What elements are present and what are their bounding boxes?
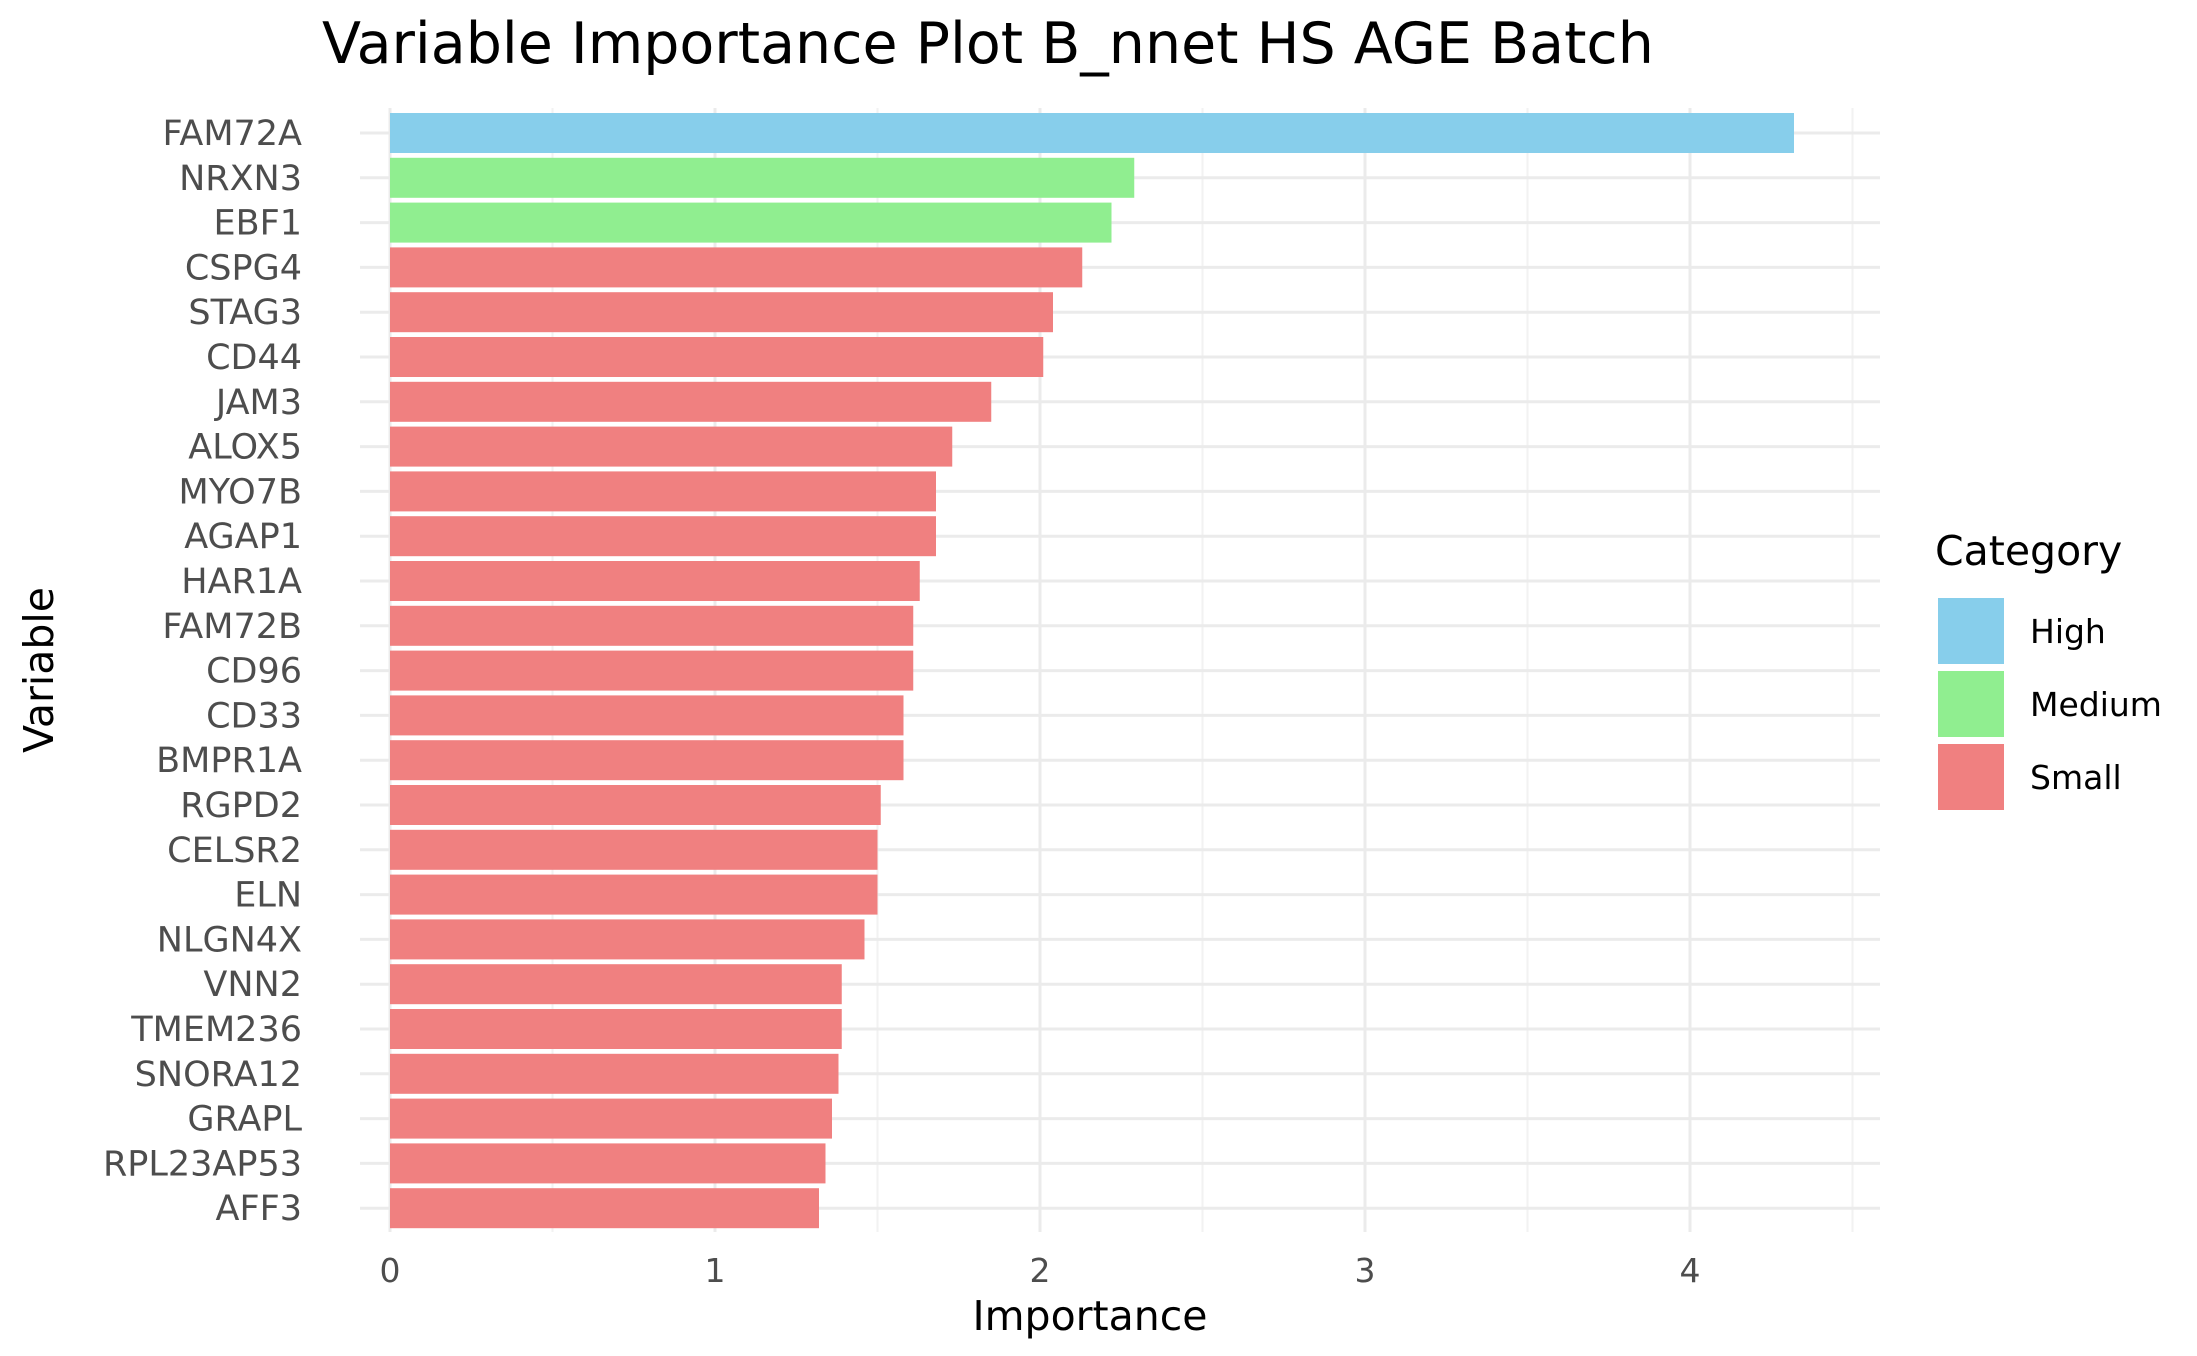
y-tick-label-tmem236: TMEM236 <box>130 1010 302 1050</box>
bar-cd44 <box>390 337 1044 377</box>
legend-key-high <box>1938 598 2004 664</box>
y-tick-label-nlgn4x: NLGN4X <box>157 920 302 960</box>
bar-nrxn3 <box>390 157 1135 198</box>
legend-key-small <box>1938 744 2004 810</box>
y-tick-label-cd44: CD44 <box>206 338 302 378</box>
bar-celsr2 <box>390 829 878 870</box>
y-tick-label-stag3: STAG3 <box>188 293 302 333</box>
y-tick-label-aff3: AFF3 <box>216 1189 302 1229</box>
y-tick-label-jam3: JAM3 <box>214 383 302 423</box>
bar-aff3 <box>390 1188 819 1229</box>
bar-myo7b <box>390 471 936 512</box>
x-tick-label: 1 <box>705 1251 726 1290</box>
bar-grapl <box>390 1098 832 1139</box>
x-tick-label: 3 <box>1355 1251 1376 1290</box>
x-tick-label: 2 <box>1030 1251 1051 1290</box>
legend-items: High Medium Small <box>1938 598 2162 810</box>
bars <box>390 113 1794 1229</box>
x-tick-label: 0 <box>380 1251 401 1290</box>
bar-agap1 <box>390 516 936 557</box>
bar-cspg4 <box>390 247 1083 288</box>
legend-label-small: Small <box>2030 758 2122 797</box>
legend-key-medium <box>1938 671 2004 737</box>
bar-vnn2 <box>390 964 842 1005</box>
y-tick-label-fam72b: FAM72B <box>162 607 302 647</box>
y-tick-label-bmpr1a: BMPR1A <box>156 741 302 781</box>
bar-alox5 <box>390 426 953 467</box>
y-tick-label-alox5: ALOX5 <box>188 428 302 468</box>
bar-snora12 <box>390 1053 839 1094</box>
bar-rgpd2 <box>390 785 881 825</box>
bar-har1a <box>390 561 920 601</box>
y-tick-label-cd96: CD96 <box>206 652 302 692</box>
x-axis-title: Importance <box>973 1292 1208 1340</box>
y-tick-label-snora12: SNORA12 <box>135 1055 302 1095</box>
y-tick-label-agap1: AGAP1 <box>184 517 302 557</box>
bar-rpl23ap53 <box>390 1143 826 1184</box>
bar-fam72a <box>390 113 1794 153</box>
y-tick-label-har1a: HAR1A <box>181 562 302 602</box>
y-tick-label-fam72a: FAM72A <box>162 114 302 154</box>
y-tick-label-ebf1: EBF1 <box>213 204 302 244</box>
y-tick-label-grapl: GRAPL <box>187 1100 302 1140</box>
y-tick-label-eln: ELN <box>234 876 302 916</box>
y-tick-label-cd33: CD33 <box>206 696 302 736</box>
bar-stag3 <box>390 292 1053 333</box>
chart-title: Variable Importance Plot B_nnet HS AGE B… <box>322 11 1654 77</box>
y-tick-label-vnn2: VNN2 <box>203 965 302 1005</box>
y-tick-label-nrxn3: NRXN3 <box>179 159 302 199</box>
y-tick-label-rpl23ap53: RPL23AP53 <box>103 1144 302 1184</box>
bar-bmpr1a <box>390 740 904 781</box>
x-axis-tick-labels: 0 1 2 3 4 <box>380 1251 1701 1290</box>
y-tick-label-cspg4: CSPG4 <box>185 248 302 288</box>
bar-ebf1 <box>390 202 1112 243</box>
legend-title: Category <box>1935 527 2122 575</box>
bar-cd33 <box>390 695 904 736</box>
bar-jam3 <box>390 381 992 422</box>
legend: Category High Medium Small <box>1935 527 2162 810</box>
legend-label-medium: Medium <box>2030 685 2162 724</box>
legend-label-high: High <box>2030 612 2106 651</box>
bar-cd96 <box>390 650 914 691</box>
bar-nlgn4x <box>390 919 865 960</box>
bar-tmem236 <box>390 1009 842 1049</box>
y-axis-title: Variable <box>15 587 63 753</box>
y-tick-label-rgpd2: RGPD2 <box>180 786 302 826</box>
x-tick-label: 4 <box>1680 1251 1701 1290</box>
y-tick-label-myo7b: MYO7B <box>179 472 303 512</box>
bar-eln <box>390 874 878 915</box>
y-tick-label-celsr2: CELSR2 <box>167 831 302 871</box>
bar-fam72b <box>390 605 914 646</box>
